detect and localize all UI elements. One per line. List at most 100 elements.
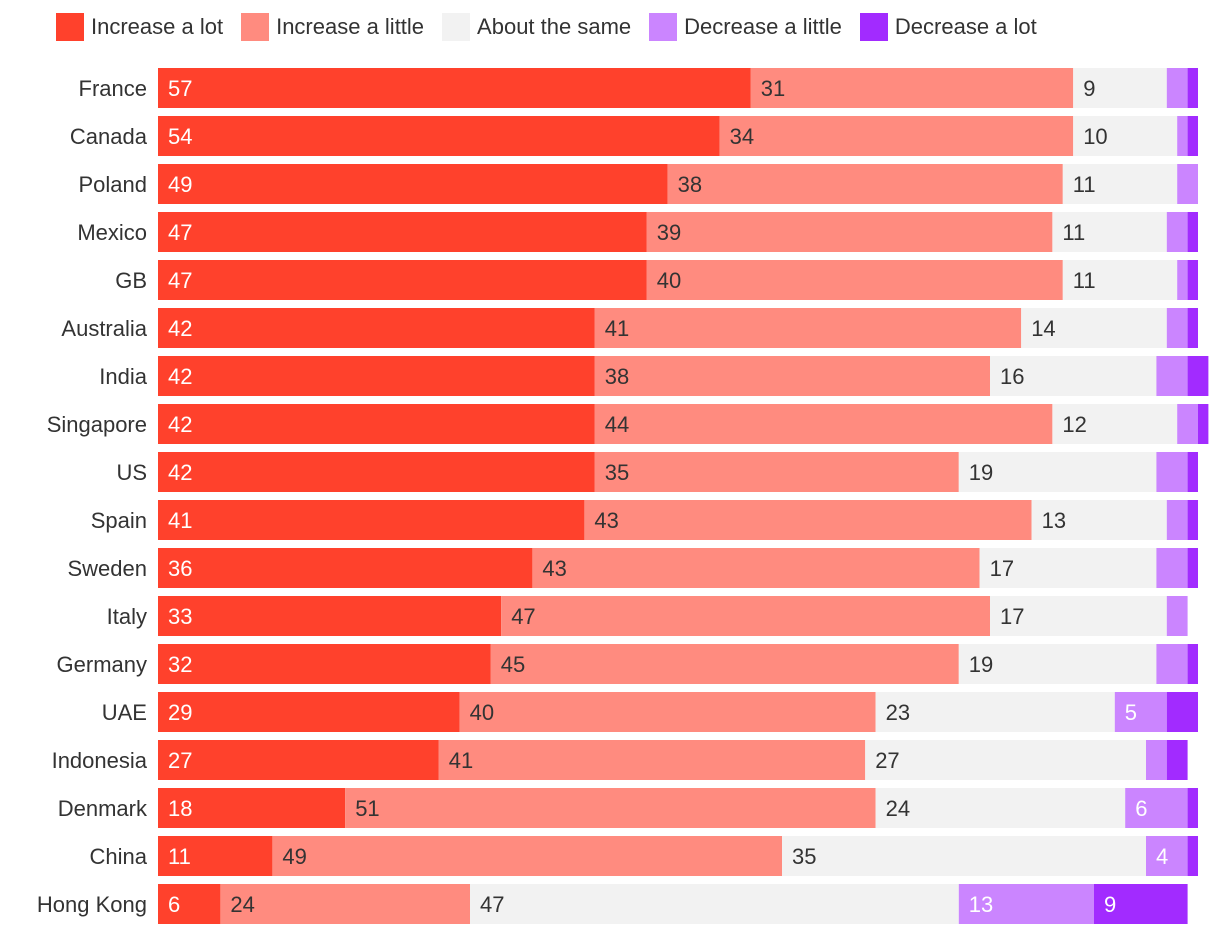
- category-label: Denmark: [58, 796, 148, 821]
- value-label: 5: [1125, 700, 1137, 725]
- value-label: 39: [657, 220, 681, 245]
- value-label: 40: [657, 268, 681, 293]
- value-label: 27: [875, 748, 899, 773]
- bar-segment: [438, 740, 866, 780]
- value-label: 31: [761, 76, 785, 101]
- value-label: 19: [969, 460, 993, 485]
- value-label: 45: [501, 652, 525, 677]
- value-label: 11: [1062, 220, 1085, 245]
- legend-label: Increase a lot: [91, 14, 224, 39]
- legend-label: About the same: [477, 14, 632, 39]
- bar-segment: [1166, 68, 1188, 108]
- category-label: Hong Kong: [37, 892, 147, 917]
- bar-segment: [1073, 116, 1178, 156]
- bar-segment: [1187, 260, 1198, 300]
- bar-segment: [584, 500, 1032, 540]
- bar-segment: [1125, 788, 1188, 828]
- bar-segment: [1031, 500, 1167, 540]
- value-label: 34: [730, 124, 754, 149]
- value-label: 12: [1062, 412, 1086, 437]
- value-label: 6: [168, 892, 180, 917]
- bar-segment: [272, 836, 782, 876]
- value-label: 23: [886, 700, 910, 725]
- bar-segment: [470, 884, 959, 924]
- value-label: 27: [168, 748, 192, 773]
- bar-segment: [646, 212, 1053, 252]
- category-label: China: [90, 844, 148, 869]
- bar-segment: [459, 692, 876, 732]
- value-label: 41: [168, 508, 192, 533]
- bar-segment: [158, 116, 720, 156]
- bar-segment: [1156, 644, 1188, 684]
- bar-segment: [158, 692, 460, 732]
- bar-segment: [1146, 836, 1188, 876]
- value-label: 4: [1156, 844, 1168, 869]
- value-label: 43: [594, 508, 618, 533]
- bar-segment: [158, 164, 668, 204]
- legend-item-1: Increase a little: [241, 13, 424, 41]
- bar-segment: [990, 596, 1167, 636]
- category-label: Sweden: [67, 556, 147, 581]
- value-label: 24: [886, 796, 910, 821]
- chart-legend: Increase a lot Increase a little About the…: [56, 12, 1055, 42]
- bar-segment: [865, 740, 1146, 780]
- category-label: Canada: [70, 124, 148, 149]
- bar-segment: [1052, 212, 1167, 252]
- bar-segment: [1166, 212, 1188, 252]
- value-label: 44: [605, 412, 629, 437]
- value-label: 47: [480, 892, 504, 917]
- bar-segment: [1073, 68, 1167, 108]
- legend-swatch: [442, 13, 471, 41]
- legend-item-2: About the same: [442, 13, 631, 41]
- value-label: 47: [168, 220, 192, 245]
- value-label: 42: [168, 412, 192, 437]
- bar-segment: [594, 356, 990, 396]
- value-label: 6: [1135, 796, 1147, 821]
- value-label: 9: [1104, 892, 1116, 917]
- value-label: 29: [168, 700, 192, 725]
- bar-segment: [1156, 548, 1188, 588]
- value-label: 49: [282, 844, 306, 869]
- bar-segment: [1156, 452, 1188, 492]
- bar-segment: [719, 116, 1074, 156]
- bar-segment: [158, 548, 533, 588]
- value-label: 49: [168, 172, 192, 197]
- bar-segment: [875, 692, 1115, 732]
- bar-segment: [594, 404, 1053, 444]
- value-label: 57: [168, 76, 192, 101]
- bar-segment: [1187, 116, 1198, 156]
- value-label: 16: [1000, 364, 1024, 389]
- value-label: 47: [168, 268, 192, 293]
- bar-segment: [158, 212, 647, 252]
- bar-segment: [158, 356, 595, 396]
- value-label: 17: [990, 556, 1014, 581]
- value-label: 47: [511, 604, 535, 629]
- value-label: 54: [168, 124, 192, 149]
- value-label: 38: [605, 364, 629, 389]
- bar-segment: [1166, 692, 1198, 732]
- value-label: 42: [168, 460, 192, 485]
- category-label: UAE: [102, 700, 147, 725]
- category-label: US: [116, 460, 147, 485]
- bar-segment: [594, 452, 959, 492]
- category-label: Spain: [91, 508, 147, 533]
- bar-segment: [1187, 644, 1198, 684]
- bar-segment: [1187, 212, 1198, 252]
- value-label: 24: [230, 892, 254, 917]
- legend-swatch: [56, 13, 84, 41]
- bar-segment: [1156, 356, 1188, 396]
- bar-segment: [594, 308, 1022, 348]
- bar-segment: [667, 164, 1063, 204]
- bar-segment: [958, 644, 1157, 684]
- bar-segment: [158, 884, 221, 924]
- bar-segment: [1021, 308, 1167, 348]
- category-label: Singapore: [47, 412, 147, 437]
- bar-segment: [1062, 260, 1178, 300]
- value-label: 17: [1000, 604, 1024, 629]
- bar-segment: [158, 68, 751, 108]
- bar-segment: [1166, 308, 1188, 348]
- category-label: GB: [115, 268, 147, 293]
- legend-label: Decrease a lot: [894, 14, 1037, 39]
- bar-segment: [1187, 68, 1198, 108]
- value-label: 40: [470, 700, 494, 725]
